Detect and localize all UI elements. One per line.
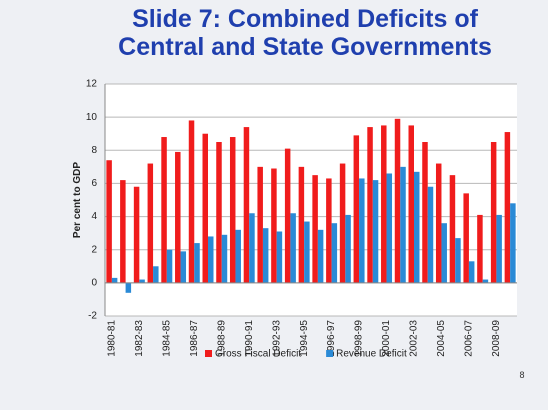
bar	[386, 173, 393, 283]
bar	[381, 125, 387, 283]
bar	[353, 135, 360, 283]
bar	[455, 238, 461, 283]
x-tick-label: 2000-01	[381, 320, 392, 357]
bar	[504, 132, 511, 283]
bar	[290, 213, 296, 283]
y-tick-label: 8	[91, 145, 97, 156]
bar	[111, 277, 118, 283]
bar	[510, 203, 516, 283]
bar	[180, 251, 187, 283]
bar	[235, 229, 241, 283]
title-line: Central and State Governments	[118, 33, 492, 61]
bar	[216, 142, 222, 283]
x-tick-label: 1996-97	[326, 320, 337, 357]
y-axis-label: Per cent to GDP	[72, 162, 83, 238]
bar	[345, 214, 351, 283]
bar	[449, 175, 456, 283]
bar	[394, 118, 401, 283]
bar	[435, 163, 442, 283]
bar	[400, 166, 406, 283]
bar	[202, 133, 208, 283]
y-tick-label: 10	[86, 112, 98, 123]
bar	[422, 142, 428, 283]
bar	[194, 243, 200, 283]
y-tick-label: 4	[91, 211, 97, 222]
bar	[257, 166, 263, 283]
bar	[262, 228, 269, 283]
x-tick-label: 1988-89	[216, 320, 227, 357]
x-tick-label: 1990-91	[244, 320, 255, 357]
bar	[153, 266, 159, 283]
bar	[468, 261, 475, 283]
bar	[175, 151, 181, 283]
x-tick-label: 1980-81	[107, 320, 118, 357]
legend-label: Gross Fiscal Deficit	[215, 349, 301, 360]
bar	[477, 214, 483, 283]
bar	[229, 137, 236, 283]
y-tick-label: 0	[91, 277, 97, 288]
bar	[331, 223, 338, 283]
bar	[208, 236, 214, 283]
bar	[441, 223, 447, 283]
bar	[312, 175, 318, 283]
bar	[271, 168, 277, 283]
x-tick-label: 1994-95	[299, 320, 310, 357]
bar	[339, 163, 346, 283]
slide-number: 8	[519, 370, 524, 380]
bar	[133, 186, 140, 283]
y-tick-label: 12	[86, 79, 98, 90]
bar	[427, 186, 434, 283]
bar	[367, 127, 373, 283]
bar	[359, 178, 365, 283]
bar	[125, 282, 132, 293]
bar	[490, 142, 497, 283]
bar	[408, 125, 414, 283]
bar	[243, 127, 250, 283]
legend-label: Revenue Deficit	[336, 349, 407, 360]
bar	[317, 229, 324, 283]
bar	[414, 171, 420, 283]
legend-swatch	[205, 350, 212, 357]
bar	[106, 160, 112, 283]
bar	[188, 120, 195, 283]
bar	[161, 137, 167, 283]
y-tick-label: 2	[91, 244, 97, 255]
x-tick-label: 1992-93	[271, 320, 282, 357]
bar	[166, 249, 173, 283]
legend-swatch	[326, 350, 334, 357]
x-tick-label: 1986-87	[189, 320, 200, 357]
plot-area	[105, 84, 517, 316]
bar	[221, 234, 228, 283]
x-tick-label: 1984-85	[161, 320, 172, 357]
bar	[147, 163, 154, 283]
bar	[372, 180, 379, 283]
bar	[496, 214, 502, 283]
title-line: Slide 7: Combined Deficits of	[132, 5, 479, 33]
y-tick-label: 6	[91, 178, 97, 189]
bar	[298, 166, 305, 283]
bar	[284, 148, 291, 283]
bar	[482, 279, 489, 283]
x-tick-label: 2004-05	[436, 320, 447, 357]
bar	[463, 193, 469, 283]
x-tick-label: 2006-07	[464, 320, 475, 357]
bar	[120, 180, 126, 283]
bar	[326, 178, 332, 283]
y-tick-label: -2	[88, 311, 97, 322]
x-tick-label: 1998-99	[354, 320, 365, 357]
x-tick-label: 1982-83	[134, 320, 145, 357]
x-tick-label: 2008-09	[491, 320, 502, 357]
bar	[139, 279, 145, 283]
bar	[304, 221, 310, 283]
bar	[249, 213, 255, 283]
bar	[276, 231, 283, 283]
x-tick-label: 2002-03	[409, 320, 420, 357]
